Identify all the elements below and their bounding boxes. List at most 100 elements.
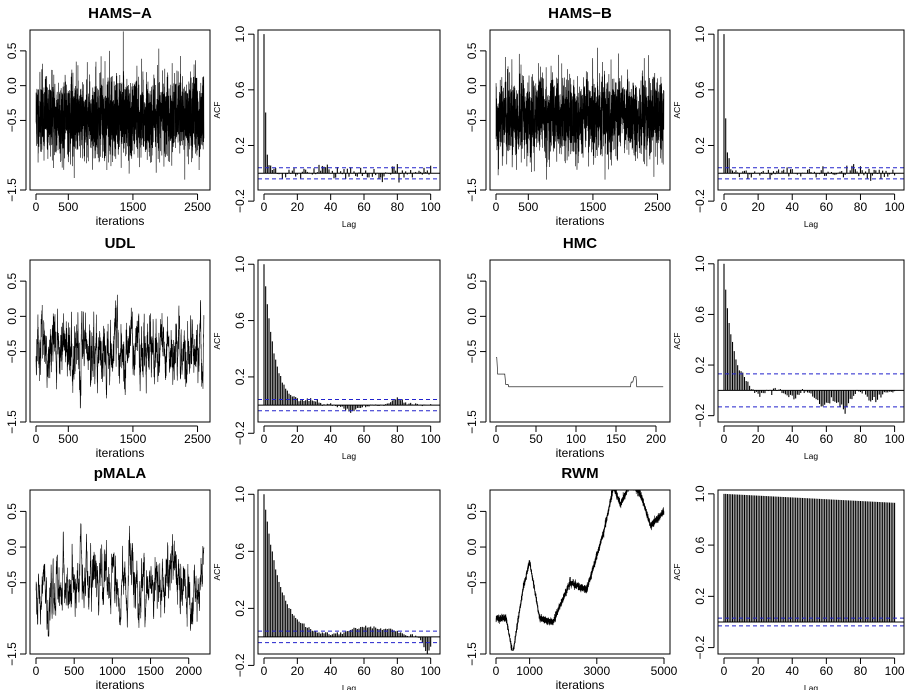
x-tick-label: 500 bbox=[58, 432, 78, 446]
y-tick-label: −0.2 bbox=[233, 189, 247, 213]
y-tick-label: 0.5 bbox=[465, 272, 479, 289]
x-tick-label: 20 bbox=[291, 432, 305, 446]
x-axis-label: Lag bbox=[342, 219, 356, 229]
plot-frame bbox=[257, 489, 441, 655]
y-tick-label: −0.2 bbox=[693, 404, 707, 428]
x-tick-label: 150 bbox=[606, 432, 626, 446]
rwm-acf-panel: 0 20 40 60 80 100 −0.2 0.2 0.6 1.0 Lag ACF bbox=[672, 485, 905, 690]
y-tick-label: −0.2 bbox=[693, 635, 707, 659]
y-tick-label: 0.5 bbox=[465, 42, 479, 59]
x-tick-label: 60 bbox=[357, 200, 371, 214]
x-tick-label: 80 bbox=[391, 432, 405, 446]
x-tick-label: 40 bbox=[324, 432, 338, 446]
rwm-trace-panel: 0 1000 3000 5000 −1.5 −0.5 0.0 0.5 RWM iterations bbox=[465, 465, 678, 690]
plot-frame bbox=[489, 489, 671, 655]
y-tick-label: −0.5 bbox=[465, 571, 479, 595]
y-tick-label: 1.0 bbox=[693, 26, 707, 43]
y-tick-label: 0.6 bbox=[233, 81, 247, 98]
x-axis-label: Lag bbox=[804, 683, 818, 690]
pmala-acf-panel: 0 20 40 60 80 100 −0.2 0.2 0.6 1.0 Lag ACF bbox=[212, 486, 441, 690]
x-tick-label: 0 bbox=[261, 432, 268, 446]
x-tick-label: 0 bbox=[493, 200, 500, 214]
y-tick-label: 1.0 bbox=[233, 486, 247, 503]
x-tick-label: 2500 bbox=[184, 432, 211, 446]
x-tick-label: 1500 bbox=[137, 664, 164, 678]
trace-line bbox=[35, 294, 205, 409]
plot-frame bbox=[257, 259, 441, 423]
hamsA-acf-panel: 0 20 40 60 80 100 −0.2 0.2 0.6 1.0 Lag ACF bbox=[212, 26, 441, 229]
y-tick-label: −0.2 bbox=[233, 653, 247, 677]
y-tick-label: 1.0 bbox=[233, 26, 247, 43]
x-tick-label: 50 bbox=[529, 432, 543, 446]
y-tick-label: 1.0 bbox=[693, 485, 707, 502]
x-tick-label: 60 bbox=[820, 432, 834, 446]
hamsB-trace-panel: 0 500 1500 2500 −1.5 −0.5 0.0 0.5 HAMS−B iteratio… bbox=[465, 5, 671, 228]
plot-frame bbox=[717, 29, 905, 191]
y-axis-label: ACF bbox=[212, 102, 222, 119]
y-tick-label: 0.0 bbox=[465, 538, 479, 555]
hamsA-trace-panel: 0 500 1500 2500 −1.5 −0.5 0.0 0.5 HAMS−A iteratio… bbox=[5, 5, 211, 228]
y-tick-label: 0.0 bbox=[5, 77, 19, 94]
plot-title: RWM bbox=[561, 465, 598, 482]
x-tick-label: 60 bbox=[357, 664, 371, 678]
x-axis-label: iterations bbox=[556, 214, 605, 228]
y-axis-label: ACF bbox=[672, 333, 682, 350]
trace-line bbox=[35, 523, 205, 637]
pmala-trace-panel: 0 500 1000 1500 2000 −1.5 −0.5 0.0 0.5 pMALA itera… bbox=[5, 465, 211, 690]
plot-frame bbox=[29, 29, 211, 191]
trace-line bbox=[495, 490, 665, 651]
x-tick-label: 60 bbox=[820, 200, 834, 214]
x-tick-label: 40 bbox=[786, 200, 800, 214]
trace-line bbox=[35, 31, 205, 180]
x-tick-label: 100 bbox=[421, 664, 441, 678]
x-tick-label: 100 bbox=[421, 432, 441, 446]
y-tick-label: 0.0 bbox=[465, 77, 479, 94]
x-tick-label: 100 bbox=[885, 432, 905, 446]
x-axis-label: iterations bbox=[96, 214, 145, 228]
x-tick-label: 100 bbox=[566, 432, 586, 446]
x-tick-label: 0 bbox=[33, 432, 40, 446]
x-tick-label: 200 bbox=[646, 432, 666, 446]
x-tick-label: 500 bbox=[64, 664, 84, 678]
x-tick-label: 20 bbox=[751, 432, 765, 446]
y-tick-label: −1.5 bbox=[5, 178, 19, 202]
plot-frame bbox=[257, 29, 441, 191]
x-tick-label: 40 bbox=[786, 432, 800, 446]
x-axis-label: Lag bbox=[342, 683, 356, 690]
y-tick-label: 0.6 bbox=[233, 543, 247, 560]
x-tick-label: 80 bbox=[854, 200, 868, 214]
x-tick-label: 1500 bbox=[120, 200, 147, 214]
y-tick-label: 0.0 bbox=[5, 308, 19, 325]
y-axis-label: ACF bbox=[212, 333, 222, 350]
x-tick-label: 500 bbox=[58, 200, 78, 214]
x-tick-label: 80 bbox=[854, 432, 868, 446]
x-tick-label: 20 bbox=[291, 200, 305, 214]
y-tick-label: −1.5 bbox=[465, 410, 479, 434]
x-tick-label: 100 bbox=[421, 200, 441, 214]
x-tick-label: 2500 bbox=[184, 200, 211, 214]
y-axis-label: ACF bbox=[672, 102, 682, 119]
x-axis-label: iterations bbox=[556, 678, 605, 690]
x-tick-label: 0 bbox=[493, 432, 500, 446]
y-tick-label: 0.2 bbox=[233, 137, 247, 154]
x-tick-label: 80 bbox=[391, 200, 405, 214]
x-tick-label: 0 bbox=[33, 664, 40, 678]
plot-title: HAMS−B bbox=[548, 5, 612, 22]
y-tick-label: 0.5 bbox=[465, 503, 479, 520]
y-tick-label: 0.2 bbox=[233, 368, 247, 385]
x-tick-label: 20 bbox=[751, 200, 765, 214]
plot-title: HAMS−A bbox=[88, 5, 152, 22]
plot-title: pMALA bbox=[94, 465, 147, 482]
plot-frame bbox=[29, 489, 211, 655]
y-tick-label: 0.5 bbox=[5, 272, 19, 289]
x-tick-label: 500 bbox=[518, 200, 538, 214]
y-tick-label: −0.2 bbox=[233, 421, 247, 445]
x-tick-label: 100 bbox=[885, 664, 905, 678]
y-tick-label: 1.0 bbox=[233, 256, 247, 273]
y-tick-label: 0.0 bbox=[5, 538, 19, 555]
x-tick-label: 5000 bbox=[651, 664, 678, 678]
x-tick-label: 1500 bbox=[120, 432, 147, 446]
y-tick-label: −1.5 bbox=[465, 642, 479, 666]
hmc-trace-panel: 0 50 100 150 200 −1.5 −0.5 0.0 0.5 HMC iterations bbox=[465, 235, 671, 460]
